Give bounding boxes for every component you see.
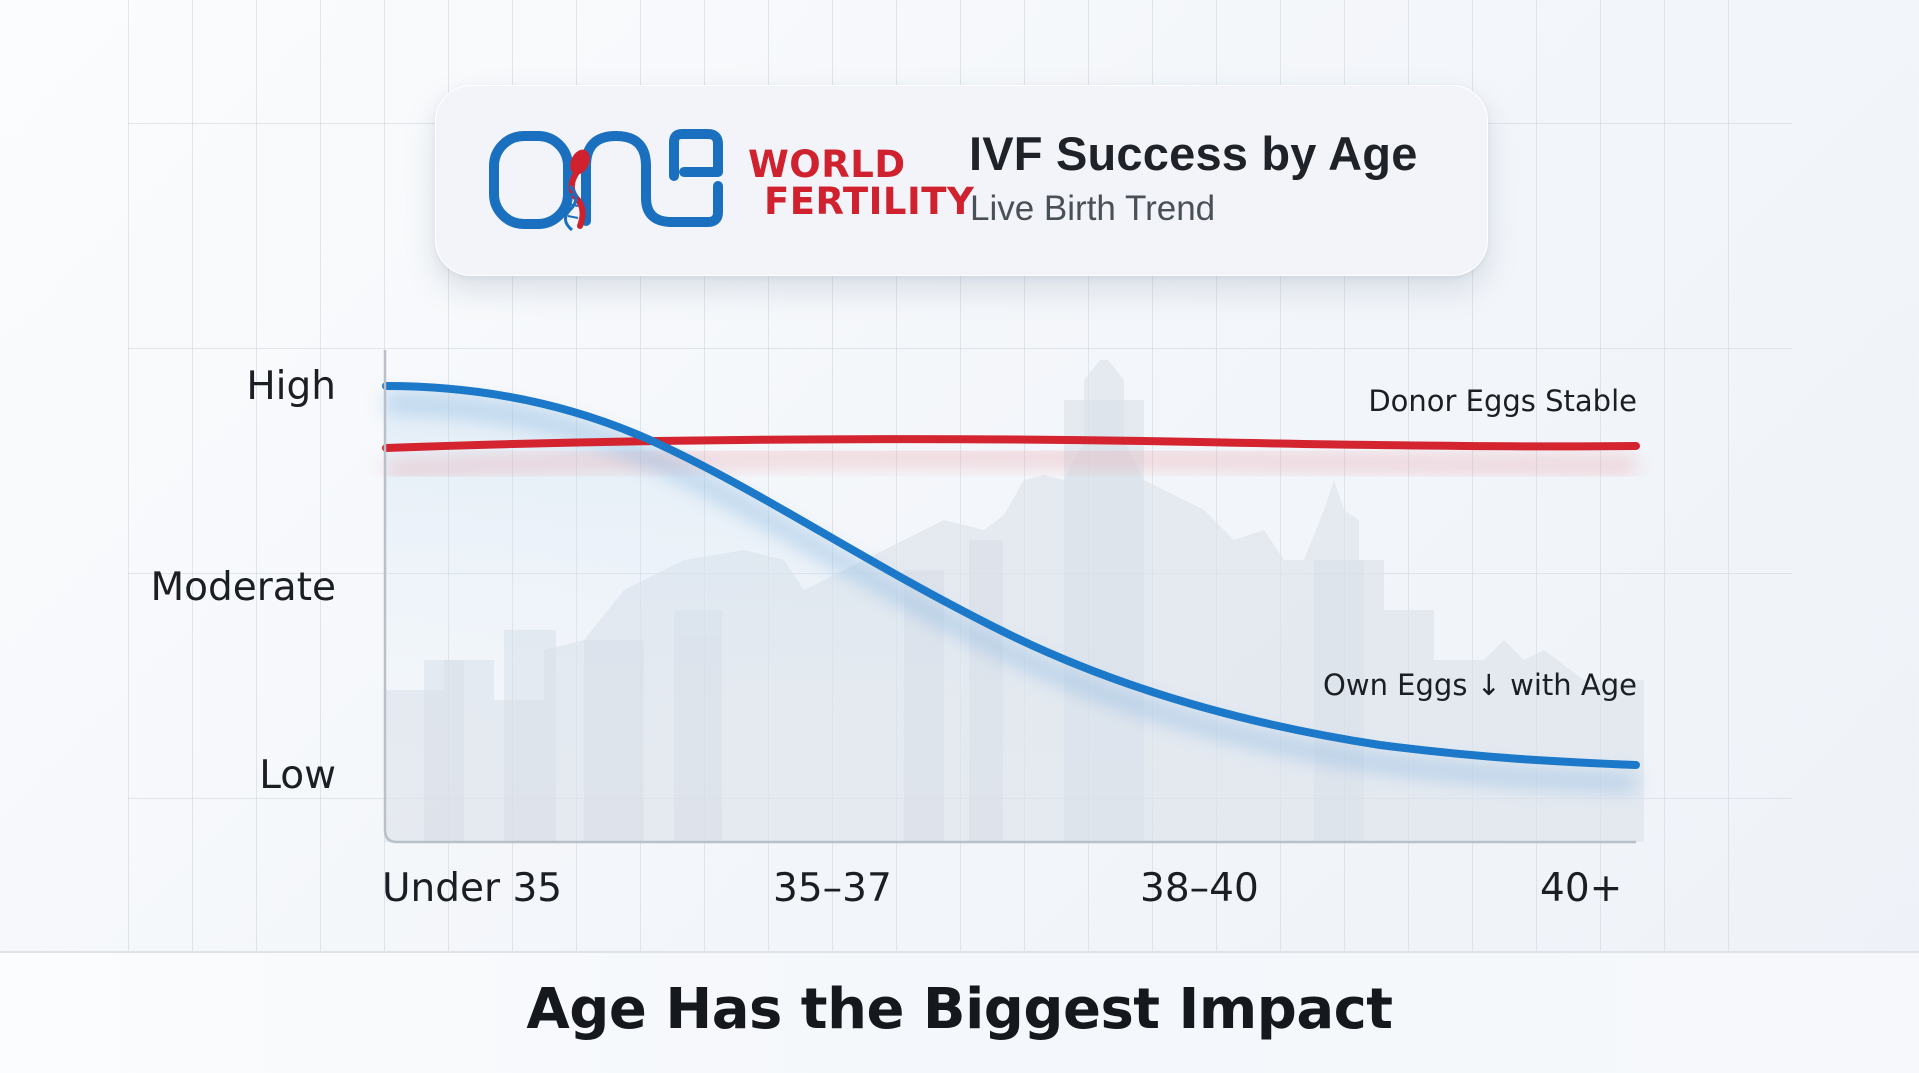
- chart-axes: [383, 350, 1636, 844]
- one-logo-mark-icon: [489, 129, 723, 232]
- brand-word-fertility: FERTILITY: [764, 180, 975, 223]
- y-label-moderate: Moderate: [150, 565, 336, 610]
- donor-eggs-line: [382, 435, 1640, 452]
- y-label-high: High: [246, 364, 336, 409]
- y-label-low: Low: [259, 753, 336, 798]
- x-label-35-37: 35–37: [773, 866, 892, 911]
- chart-subtitle: Live Birth Trend: [970, 189, 1216, 228]
- brand-logo: WORLD FERTILITY: [486, 126, 974, 236]
- x-label-40-plus: 40+: [1540, 866, 1623, 911]
- x-label-under-35: Under 35: [382, 866, 563, 911]
- own-eggs-area: [386, 386, 1636, 842]
- own-eggs-line: [382, 382, 1640, 769]
- footer-band: Age Has the Biggest Impact: [0, 951, 1919, 1073]
- donor-eggs-label: Donor Eggs Stable: [1368, 384, 1637, 418]
- x-label-38-40: 38–40: [1140, 866, 1259, 911]
- footer-headline: Age Has the Biggest Impact: [526, 977, 1393, 1042]
- chart-title: IVF Success by Age: [969, 127, 1418, 180]
- own-eggs-label: Own Eggs ↓ with Age: [1323, 668, 1637, 702]
- brand-word-world: WORLD: [748, 143, 906, 186]
- header-card: WORLD FERTILITY IVF Success by Age Live …: [435, 85, 1488, 276]
